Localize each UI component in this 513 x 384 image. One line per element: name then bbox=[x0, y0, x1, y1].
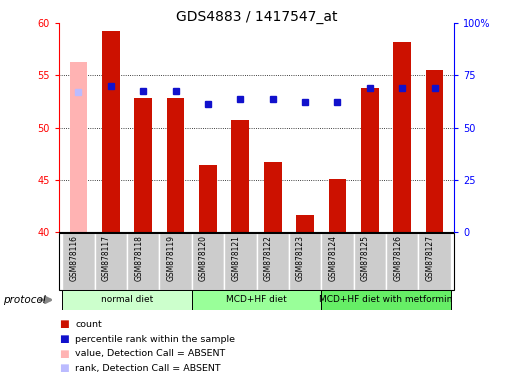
Bar bbox=[328, 179, 346, 232]
Bar bbox=[321, 290, 451, 310]
Text: count: count bbox=[75, 320, 102, 329]
Bar bbox=[224, 233, 256, 290]
Text: ■: ■ bbox=[59, 349, 69, 359]
Bar bbox=[94, 233, 127, 290]
Bar bbox=[256, 233, 289, 290]
Bar bbox=[426, 70, 443, 232]
Bar bbox=[353, 233, 386, 290]
Text: normal diet: normal diet bbox=[101, 295, 153, 305]
Text: GSM878123: GSM878123 bbox=[296, 235, 305, 281]
Bar bbox=[127, 233, 160, 290]
Bar bbox=[419, 233, 451, 290]
Text: GSM878118: GSM878118 bbox=[134, 235, 143, 281]
Bar bbox=[264, 162, 282, 232]
Text: value, Detection Call = ABSENT: value, Detection Call = ABSENT bbox=[75, 349, 226, 358]
Text: GSM878121: GSM878121 bbox=[231, 235, 240, 281]
Bar bbox=[62, 290, 192, 310]
Bar bbox=[102, 31, 120, 232]
Bar bbox=[192, 290, 321, 310]
Bar bbox=[231, 120, 249, 232]
Text: percentile rank within the sample: percentile rank within the sample bbox=[75, 334, 235, 344]
Text: GSM878124: GSM878124 bbox=[328, 235, 338, 281]
Bar bbox=[361, 88, 379, 232]
Bar bbox=[70, 62, 87, 232]
Bar bbox=[393, 42, 411, 232]
Text: GDS4883 / 1417547_at: GDS4883 / 1417547_at bbox=[176, 10, 337, 23]
Bar bbox=[289, 233, 321, 290]
Text: GSM878116: GSM878116 bbox=[69, 235, 78, 281]
Text: ■: ■ bbox=[59, 334, 69, 344]
Text: MCD+HF diet: MCD+HF diet bbox=[226, 295, 287, 305]
Text: ■: ■ bbox=[59, 363, 69, 373]
Text: protocol: protocol bbox=[3, 295, 45, 305]
Text: ■: ■ bbox=[59, 319, 69, 329]
Text: GSM878117: GSM878117 bbox=[102, 235, 111, 281]
Text: rank, Detection Call = ABSENT: rank, Detection Call = ABSENT bbox=[75, 364, 221, 373]
Text: MCD+HF diet with metformin: MCD+HF diet with metformin bbox=[319, 295, 452, 305]
Bar bbox=[160, 233, 192, 290]
Bar bbox=[134, 98, 152, 232]
Bar bbox=[62, 233, 94, 290]
Text: GSM878126: GSM878126 bbox=[393, 235, 402, 281]
Bar bbox=[296, 215, 314, 232]
Bar bbox=[386, 233, 419, 290]
Bar bbox=[321, 233, 353, 290]
Bar bbox=[192, 233, 224, 290]
Bar bbox=[199, 166, 217, 232]
Text: GSM878120: GSM878120 bbox=[199, 235, 208, 281]
Text: GSM878119: GSM878119 bbox=[167, 235, 175, 281]
Text: GSM878122: GSM878122 bbox=[264, 235, 273, 281]
Text: GSM878125: GSM878125 bbox=[361, 235, 370, 281]
Bar bbox=[167, 98, 185, 232]
Text: GSM878127: GSM878127 bbox=[426, 235, 435, 281]
